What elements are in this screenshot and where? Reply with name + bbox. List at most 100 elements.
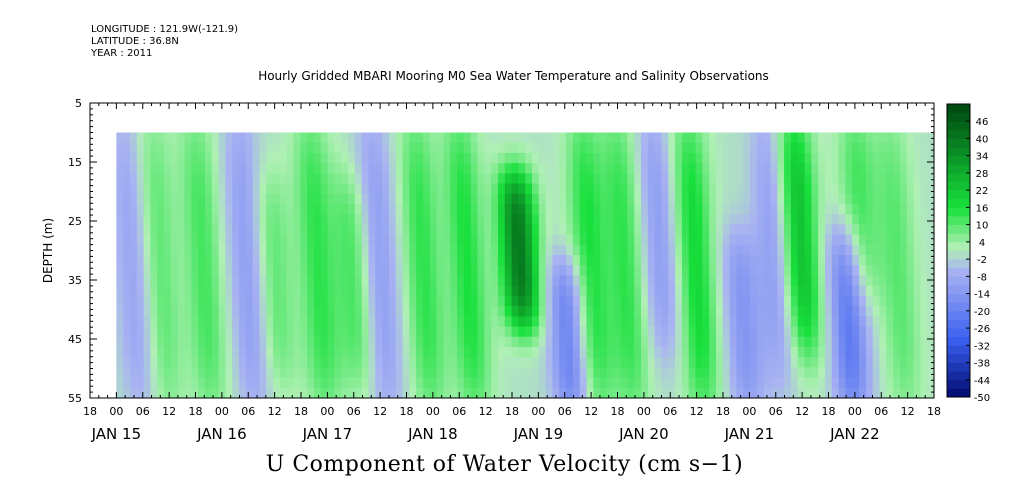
heat-cell: [893, 367, 901, 379]
heat-cell: [818, 316, 826, 328]
heat-cell: [865, 142, 874, 154]
y-tick-label: 55: [68, 392, 82, 405]
heat-cell: [688, 275, 697, 287]
heat-cell: [300, 152, 308, 164]
metadata-block: LONGITUDE : 121.9W(-121.9) LATITUDE : 36…: [91, 24, 238, 60]
heat-cell: [279, 224, 288, 236]
heat-cell: [899, 306, 908, 317]
heat-cell: [709, 203, 717, 215]
heat-cell: [899, 285, 908, 297]
heat-cell: [191, 377, 199, 389]
heat-cell: [177, 275, 186, 287]
heat-cell: [566, 326, 574, 338]
heat-cell: [470, 142, 479, 154]
heat-cell: [150, 152, 158, 164]
heat-cell: [927, 173, 935, 185]
heat-cell: [245, 214, 254, 225]
heat-cell: [150, 285, 158, 297]
heat-cell: [191, 183, 199, 195]
heat-cell: [511, 152, 519, 164]
heat-cell: [715, 183, 724, 195]
heat-cell: [729, 244, 737, 256]
heat-cell: [382, 163, 390, 174]
heat-cell: [470, 265, 479, 277]
heat-cell: [204, 316, 213, 328]
heat-cell: [525, 132, 533, 144]
heat-cell: [497, 295, 506, 307]
heat-cell: [572, 367, 581, 379]
heat-cell: [647, 285, 656, 297]
heat-cell: [845, 275, 853, 287]
heat-cell: [416, 326, 424, 338]
heat-cell: [143, 255, 152, 266]
heat-cell: [559, 142, 567, 154]
heat-cell: [681, 265, 690, 277]
heat-cell: [252, 275, 261, 287]
heat-cell: [647, 387, 656, 399]
heat-cell: [811, 142, 819, 154]
heat-cell: [382, 295, 390, 307]
heat-cell: [872, 295, 881, 307]
heat-cell: [668, 295, 676, 307]
heat-cell: [252, 316, 261, 328]
heat-cell: [838, 265, 847, 277]
heat-cell: [422, 203, 431, 215]
heat-cell: [600, 234, 608, 246]
heat-cell: [729, 224, 737, 236]
heat-cell: [634, 193, 642, 205]
heat-cell: [395, 163, 404, 174]
x-day-label: JAN 21: [724, 425, 775, 443]
heat-cell: [872, 142, 881, 154]
heat-cell: [865, 377, 874, 389]
heat-cell: [927, 377, 935, 389]
heat-cell: [313, 346, 322, 358]
heat-cell: [722, 295, 731, 307]
heat-cell: [375, 244, 383, 256]
heat-cell: [736, 142, 744, 154]
heat-cell: [150, 367, 158, 379]
heat-cell: [893, 336, 901, 348]
heat-cell: [388, 326, 397, 338]
heat-cell: [286, 244, 295, 256]
colorbar-segment: [947, 284, 970, 294]
heat-cell: [688, 234, 697, 246]
heat-cell: [675, 306, 683, 317]
heat-cell: [150, 265, 158, 277]
heat-cell: [532, 132, 540, 144]
heat-cell: [504, 295, 513, 307]
heat-cell: [715, 203, 724, 215]
heat-cell: [211, 163, 220, 174]
heat-cell: [824, 142, 833, 154]
heat-cell: [600, 346, 608, 358]
heat-cell: [252, 132, 261, 144]
heat-cell: [279, 244, 288, 256]
heat-cell: [470, 387, 479, 399]
heat-cell: [368, 326, 376, 338]
heat-cell: [388, 367, 397, 379]
heat-cell: [382, 152, 390, 164]
heat-cell: [497, 152, 506, 164]
heat-cell: [756, 214, 765, 225]
heat-cell: [566, 275, 574, 287]
heat-cell: [831, 265, 840, 277]
heat-cell: [736, 183, 744, 195]
heat-cell: [477, 234, 485, 246]
heat-cell: [559, 316, 567, 328]
heat-cell: [211, 387, 220, 399]
heat-cell: [756, 132, 765, 144]
heat-cell: [872, 336, 881, 348]
heat-cell: [429, 285, 438, 297]
heat-cell: [225, 387, 233, 399]
heat-cell: [443, 387, 451, 399]
heat-cell: [865, 173, 874, 185]
heat-cell: [341, 255, 349, 266]
colorbar-tick-label: 40: [976, 134, 989, 145]
heat-cell: [818, 367, 826, 379]
heat-cell: [320, 132, 329, 144]
heat-cell: [859, 214, 867, 225]
heat-cell: [818, 183, 826, 195]
heat-cell: [879, 295, 887, 307]
heat-cell: [436, 132, 445, 144]
heat-cell: [157, 285, 165, 297]
heat-cell: [211, 265, 220, 277]
